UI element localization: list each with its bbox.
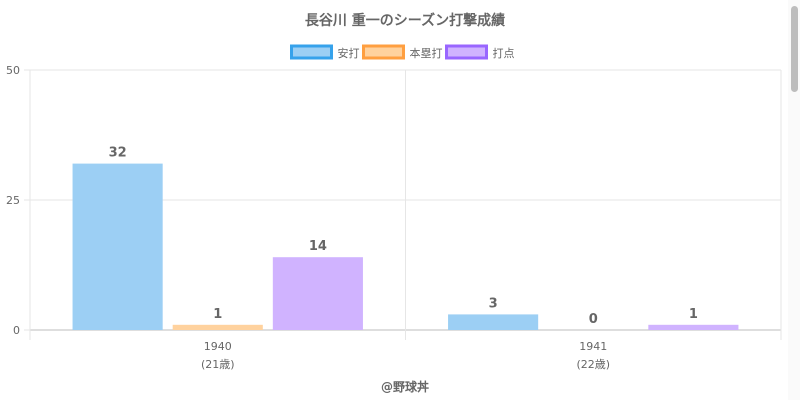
legend-item-1[interactable]: 本塁打	[362, 44, 443, 60]
data-label: 3	[489, 296, 498, 311]
bar-打点-1941	[648, 324, 739, 330]
bar-安打-1940	[72, 163, 163, 330]
legend-label: 打点	[493, 46, 515, 60]
data-label: 14	[309, 239, 327, 254]
credit-text: @野球丼	[381, 379, 429, 394]
legend-swatch	[290, 44, 333, 60]
y-tick-label: 0	[13, 324, 20, 337]
scrollbar-track[interactable]	[788, 0, 800, 400]
x-axis-ticks: 1940 (21歳) 1941 (22歳)	[201, 340, 610, 371]
y-tick-label: 50	[6, 64, 20, 77]
bar-安打-1941	[448, 314, 539, 330]
x-tick-year: 1941	[579, 340, 607, 353]
data-labels: 32 1 14 3 0 1	[109, 146, 698, 327]
legend-item-2[interactable]: 打点	[445, 44, 515, 60]
legend-item-0[interactable]: 安打	[290, 44, 360, 60]
data-label: 0	[589, 312, 598, 327]
data-label: 1	[213, 307, 222, 322]
legend-swatch	[362, 44, 405, 60]
data-label: 32	[109, 146, 127, 161]
chart-title: 長谷川 重一のシーズン打撃成績	[305, 12, 505, 29]
legend-label: 本塁打	[410, 46, 443, 60]
x-tick-age: (22歳)	[576, 358, 610, 371]
bars	[72, 163, 739, 330]
x-tick-year: 1940	[204, 340, 232, 353]
y-tick-label: 25	[6, 194, 20, 207]
data-label: 1	[689, 307, 698, 322]
x-tick-age: (21歳)	[201, 358, 235, 371]
bar-本塁打-1940	[172, 324, 263, 330]
scrollbar-thumb[interactable]	[791, 6, 798, 92]
legend-swatch	[445, 44, 488, 60]
legend-label: 安打	[338, 46, 360, 60]
legend: 安打 本塁打 打点	[290, 44, 515, 60]
bar-打点-1940	[272, 257, 363, 330]
